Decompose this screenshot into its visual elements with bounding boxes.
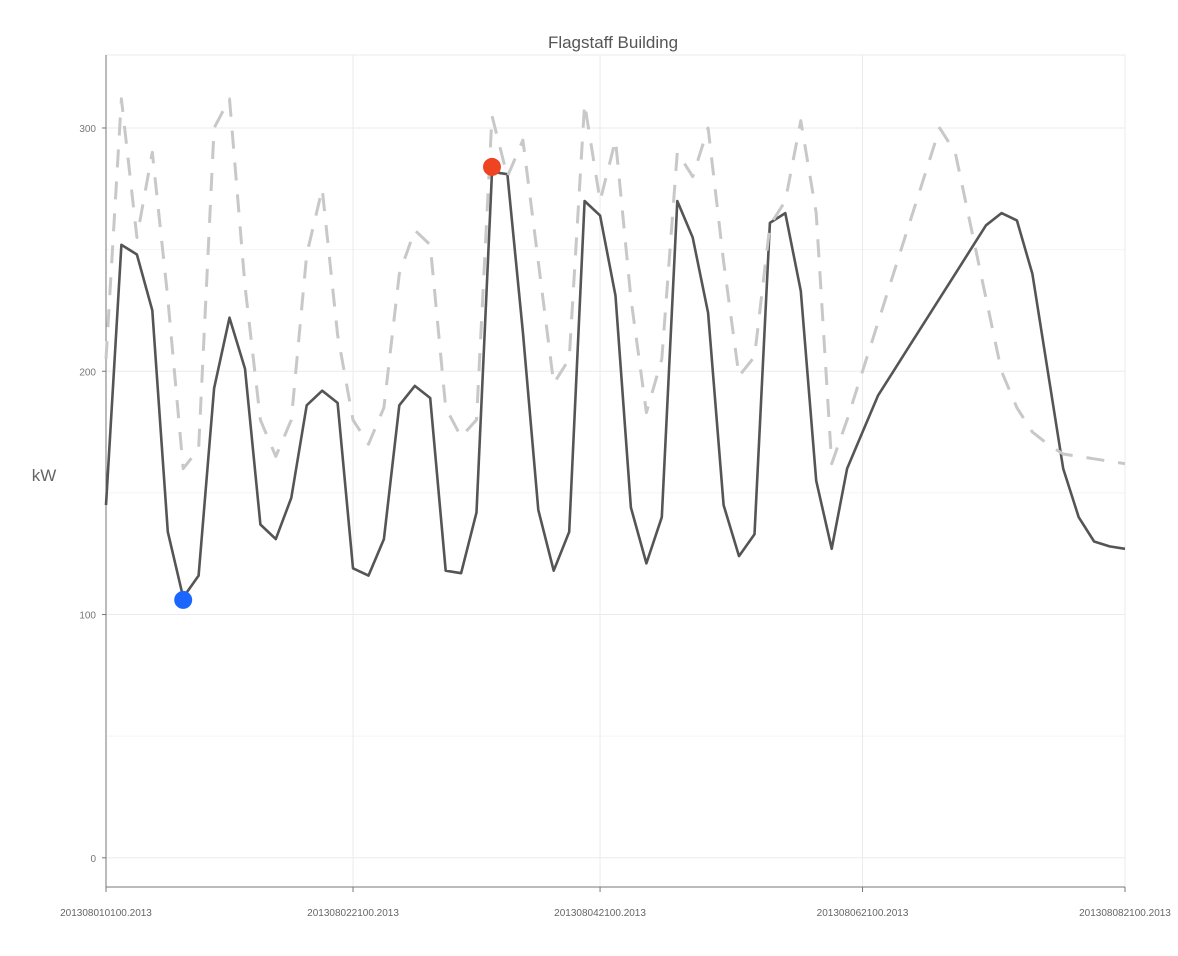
solid-series-line	[104, 170, 1126, 599]
x-tick-label: 201308062100.2013	[817, 908, 909, 919]
x-tick-label: 201308010100.2013	[60, 908, 152, 919]
y-tick-label: 100	[79, 611, 96, 622]
y-axis-label: kW	[32, 466, 57, 485]
highlight-markers	[174, 157, 501, 609]
y-tick-label: 200	[79, 367, 96, 378]
highlight-point	[482, 157, 501, 176]
x-tick-label: 201308022100.2013	[307, 908, 399, 919]
grid-lines	[105, 54, 1126, 888]
x-tick-label: 201308082100.2013	[1079, 908, 1171, 919]
dashed-series-line	[104, 97, 1126, 471]
chart-title: Flagstaff Building	[548, 33, 678, 52]
plot-panel	[105, 54, 1126, 888]
x-tick-label: 201308042100.2013	[554, 908, 646, 919]
y-tick-label: 300	[79, 124, 96, 135]
series-lines	[104, 97, 1126, 599]
highlight-point	[174, 590, 193, 609]
y-tick-label: 0	[90, 854, 96, 865]
axes: 0 100 200 300 201308010100.2013 201308022100.…	[60, 55, 1171, 919]
